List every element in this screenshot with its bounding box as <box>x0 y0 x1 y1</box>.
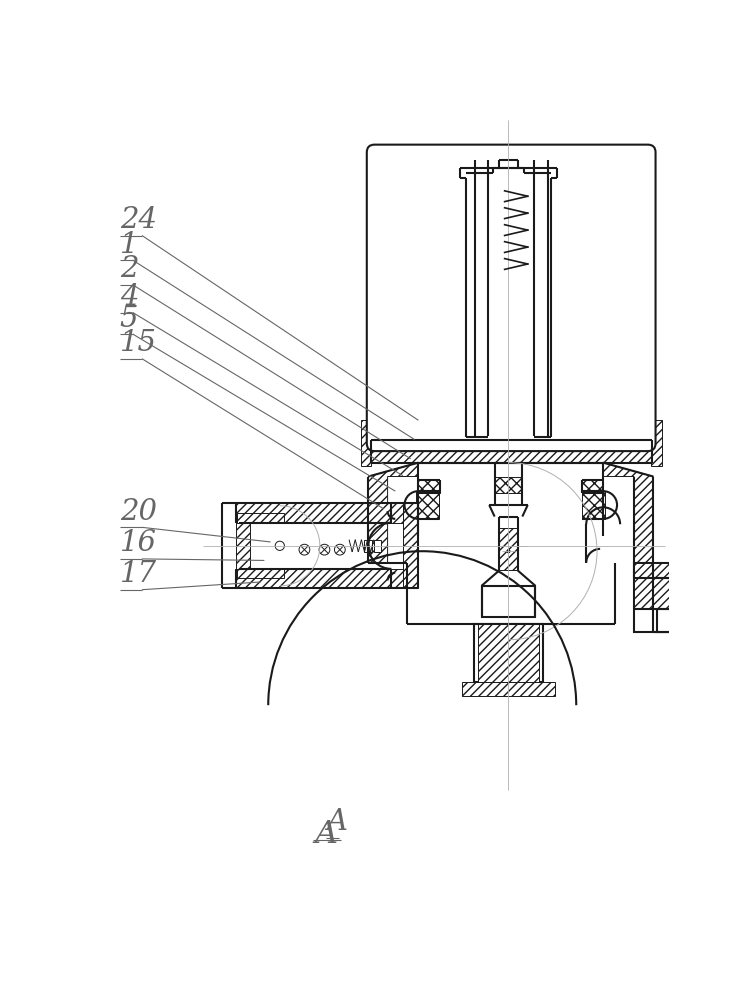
Bar <box>371 440 652 463</box>
Text: 16: 16 <box>120 529 156 557</box>
Bar <box>468 179 549 356</box>
Text: A: A <box>326 808 347 836</box>
Bar <box>495 477 522 493</box>
Bar <box>384 162 475 434</box>
Bar <box>236 503 403 523</box>
Bar <box>403 503 419 588</box>
Text: 15: 15 <box>120 329 156 357</box>
Polygon shape <box>603 463 653 632</box>
Text: 17: 17 <box>120 560 156 588</box>
Bar <box>657 609 680 632</box>
Bar <box>416 491 440 519</box>
Bar <box>238 513 284 523</box>
Circle shape <box>319 544 330 555</box>
Circle shape <box>275 541 285 550</box>
Text: 20: 20 <box>120 498 156 526</box>
Bar <box>583 491 606 519</box>
Bar <box>651 420 662 466</box>
Bar <box>481 586 536 617</box>
Polygon shape <box>368 463 419 563</box>
Text: 4: 4 <box>120 283 138 311</box>
Bar <box>478 624 539 682</box>
Bar <box>361 420 372 466</box>
Text: 5: 5 <box>120 305 138 333</box>
Circle shape <box>335 544 345 555</box>
Bar <box>634 563 676 632</box>
Bar <box>634 563 676 609</box>
Bar <box>499 528 518 570</box>
Bar <box>582 480 603 493</box>
Bar <box>463 682 555 696</box>
Text: 1: 1 <box>120 231 138 259</box>
Bar <box>238 569 284 578</box>
Bar <box>236 569 403 588</box>
Bar <box>364 540 372 552</box>
Bar <box>548 162 638 434</box>
Bar <box>374 540 381 552</box>
Circle shape <box>507 550 510 553</box>
Bar <box>419 480 440 493</box>
Bar <box>236 523 250 569</box>
Bar <box>474 624 543 682</box>
FancyBboxPatch shape <box>367 145 656 451</box>
Text: 2: 2 <box>120 255 138 283</box>
Text: 24: 24 <box>120 206 156 234</box>
Text: A: A <box>314 819 337 850</box>
Circle shape <box>299 544 310 555</box>
